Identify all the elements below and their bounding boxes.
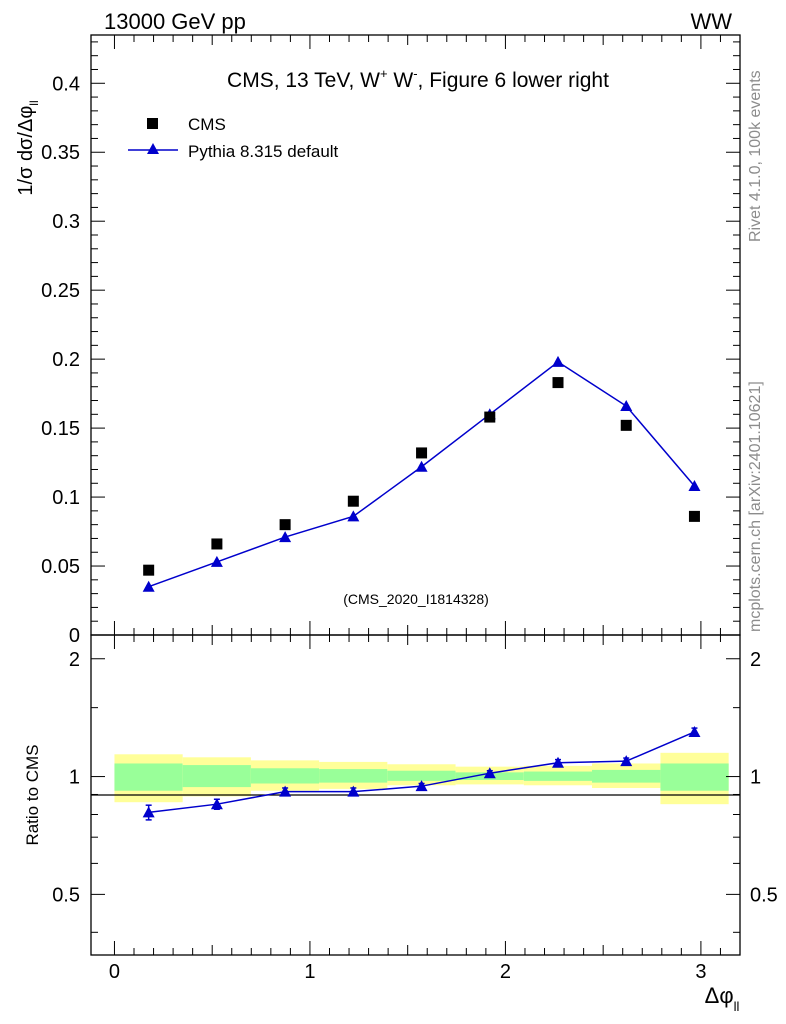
ratio-series bbox=[142, 725, 701, 821]
band-inner bbox=[660, 763, 729, 791]
title-w-minus: W bbox=[388, 69, 414, 92]
pythia-line bbox=[148, 360, 696, 588]
svg-text:CMS, 13 TeV, W+ W-, Figure 6 l: CMS, 13 TeV, W+ W-, Figure 6 lower right bbox=[227, 66, 609, 92]
main-ytick-label: 0.35 bbox=[41, 142, 80, 164]
legend-pythia-label: Pythia 8.315 default bbox=[188, 142, 339, 161]
ratio-xlabel: Δφll bbox=[705, 983, 740, 1014]
mcplots-source-label: mcplots.cern.ch [arXiv:2401.10621] bbox=[747, 381, 764, 632]
band-inner bbox=[250, 768, 320, 784]
cms-point bbox=[552, 377, 564, 389]
main-ylabel-sub: ll bbox=[27, 100, 41, 105]
pythia-point bbox=[279, 531, 292, 543]
main-ytick-label: 0.15 bbox=[41, 418, 80, 440]
pythia-point bbox=[210, 555, 223, 567]
band-inner bbox=[182, 765, 251, 788]
ratio-ytick-label-right: 0.5 bbox=[750, 884, 778, 906]
ratio-xtick-labels: 0 1 2 3 bbox=[109, 961, 707, 983]
pythia-point bbox=[620, 400, 633, 412]
ratio-xtick-label: 0 bbox=[109, 961, 120, 983]
main-panel: CMS, 13 TeV, W+ W-, Figure 6 lower right… bbox=[15, 34, 741, 647]
cms-point bbox=[143, 564, 155, 576]
title-tail: , Figure 6 lower right bbox=[418, 69, 610, 92]
legend-cms-label: CMS bbox=[188, 115, 226, 134]
ratio-xtick-label: 1 bbox=[304, 961, 315, 983]
cms-point bbox=[211, 538, 223, 550]
ratio-ytick-labels: 0.5 0.5 1 1 2 2 bbox=[52, 649, 778, 907]
ratio-ylabel: Ratio to CMS bbox=[23, 744, 42, 845]
band-inner bbox=[387, 770, 456, 781]
main-ytick-label: 0.25 bbox=[41, 280, 80, 302]
title-sup-plus: + bbox=[380, 66, 388, 81]
legend: CMS Pythia 8.315 default bbox=[128, 115, 339, 161]
ratio-pythia-point bbox=[483, 767, 496, 779]
pythia-point bbox=[552, 355, 565, 367]
ratio-uncertainty-bands bbox=[114, 752, 729, 805]
ratio-frame bbox=[90, 634, 741, 956]
ratio-pythia-point bbox=[279, 785, 292, 797]
cms-point bbox=[416, 447, 428, 459]
ratio-ytick-label-right: 1 bbox=[750, 767, 761, 789]
rivet-version-label: Rivet 4.1.0, 100k events bbox=[747, 70, 764, 242]
cms-point bbox=[484, 411, 496, 423]
ratio-ytick-label-left: 0.5 bbox=[52, 884, 80, 906]
ratio-ticks bbox=[91, 635, 740, 955]
band-inner bbox=[523, 771, 593, 781]
main-ticks bbox=[91, 35, 740, 636]
cms-point bbox=[688, 510, 700, 522]
analysis-watermark: (CMS_2020_I1814328) bbox=[343, 591, 489, 607]
legend-pythia-marker bbox=[147, 143, 159, 154]
pythia-point bbox=[142, 580, 155, 592]
main-ytick-label: 0.05 bbox=[41, 556, 80, 578]
ratio-xtick-label: 2 bbox=[500, 961, 511, 983]
cms-point bbox=[347, 495, 359, 507]
main-ytick-labels: 0 0.05 0.1 0.15 0.2 0.25 0.3 0.35 0.4 bbox=[41, 73, 80, 647]
pythia-point bbox=[415, 460, 428, 472]
ratio-pythia-point bbox=[552, 756, 565, 768]
title-sup-minus: - bbox=[413, 66, 417, 81]
ratio-pythia-point bbox=[620, 755, 633, 767]
cms-point bbox=[620, 419, 632, 431]
legend-cms-marker bbox=[147, 118, 158, 129]
ratio-ytick-label-left: 2 bbox=[69, 649, 80, 671]
ratio-xlabel-sub: ll bbox=[734, 999, 740, 1014]
ratio-pythia-point bbox=[210, 798, 223, 810]
main-ylabel: 1/σ dσ/Δφll bbox=[15, 100, 41, 195]
band-inner bbox=[319, 769, 388, 783]
header-process-label: WW bbox=[690, 9, 732, 34]
header-energy-label: 13000 GeV pp bbox=[104, 9, 246, 34]
title-text: CMS, 13 TeV, W bbox=[227, 69, 380, 92]
main-ytick-label: 0.4 bbox=[52, 73, 80, 95]
ratio-pythia-point bbox=[415, 780, 428, 792]
ratio-panel: 0.5 0.5 1 1 2 2 0 1 2 3 Ratio to CMS Δφll bbox=[23, 634, 778, 1014]
ratio-pythia-point bbox=[347, 785, 360, 797]
ratio-pythia-point bbox=[688, 725, 701, 737]
pythia-point bbox=[688, 480, 701, 492]
band-inner bbox=[114, 763, 183, 791]
main-ytick-label: 0.1 bbox=[52, 487, 80, 509]
pythia-point bbox=[347, 510, 360, 522]
ratio-pythia-point bbox=[142, 806, 155, 818]
band-inner bbox=[592, 769, 661, 783]
main-ytick-label: 0.3 bbox=[52, 211, 80, 233]
ratio-ytick-label-right: 2 bbox=[750, 649, 761, 671]
main-ytick-label: 0 bbox=[69, 625, 80, 647]
ratio-xtick-label: 3 bbox=[695, 961, 706, 983]
ratio-ytick-label-left: 1 bbox=[69, 767, 80, 789]
main-title: CMS, 13 TeV, W+ W-, Figure 6 lower right bbox=[227, 66, 609, 92]
cms-point bbox=[279, 519, 291, 531]
main-series bbox=[142, 355, 701, 592]
main-ytick-label: 0.2 bbox=[52, 349, 80, 371]
